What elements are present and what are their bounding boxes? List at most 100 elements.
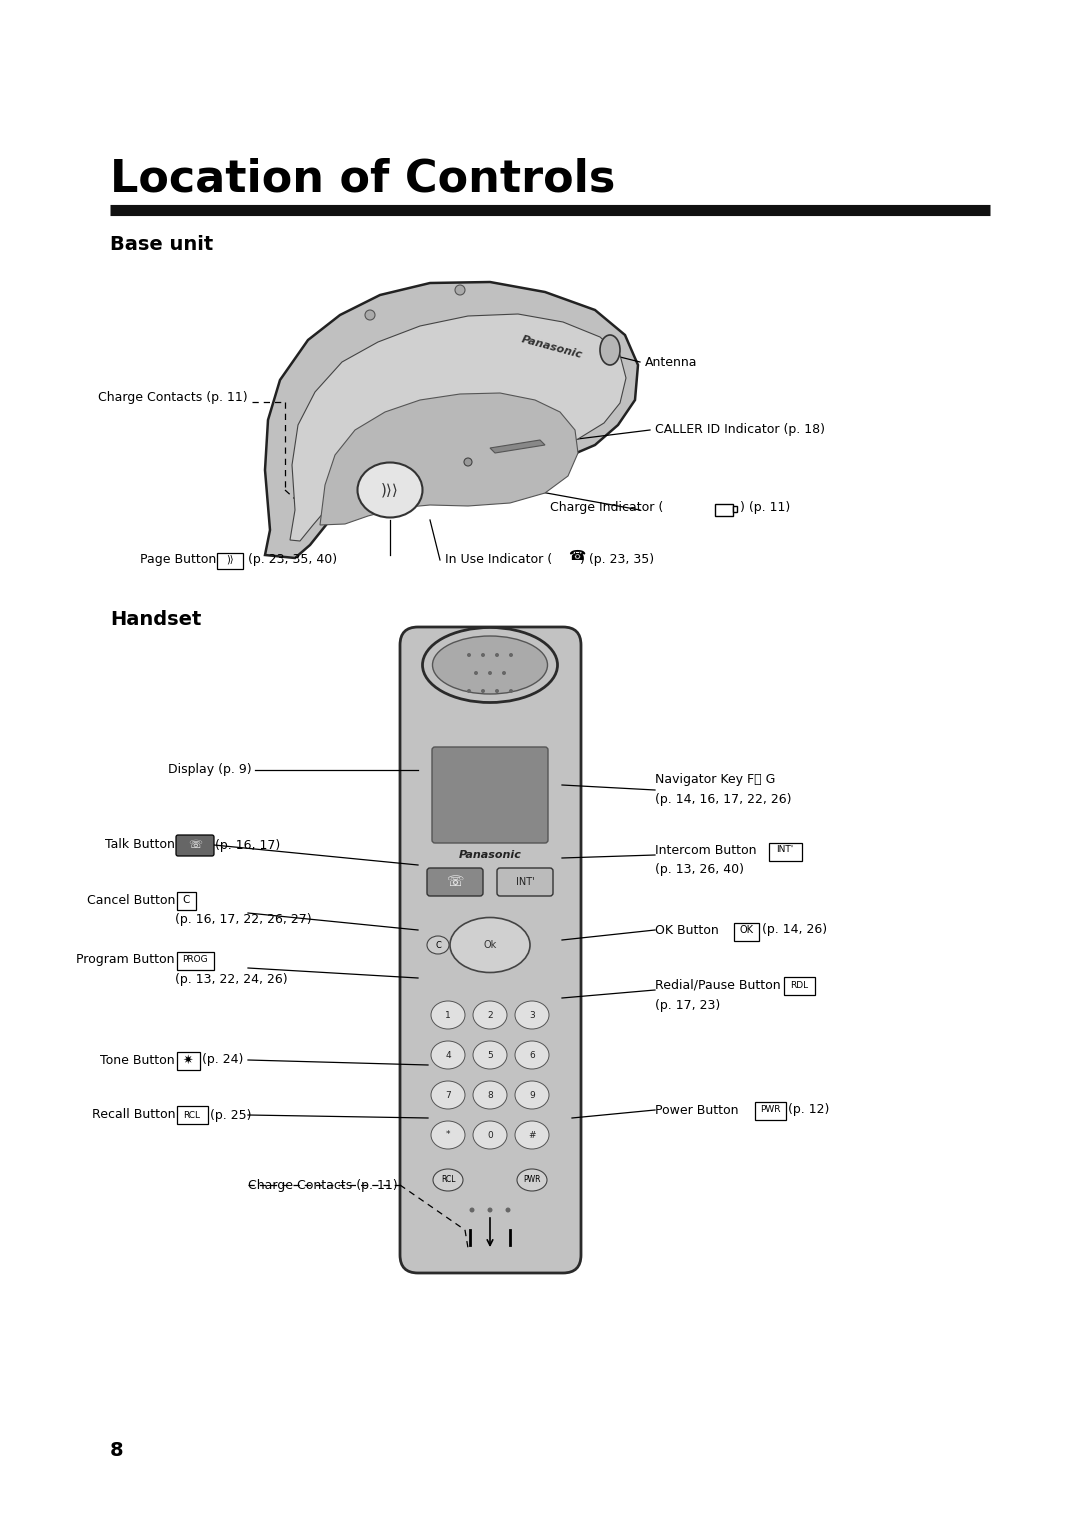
FancyBboxPatch shape xyxy=(176,891,195,909)
Text: 0: 0 xyxy=(487,1131,492,1140)
FancyBboxPatch shape xyxy=(733,923,758,941)
Ellipse shape xyxy=(473,1080,507,1109)
FancyBboxPatch shape xyxy=(427,868,483,895)
Ellipse shape xyxy=(509,652,513,657)
Text: Tone Button: Tone Button xyxy=(100,1053,175,1067)
Text: Program Button: Program Button xyxy=(77,953,175,967)
Ellipse shape xyxy=(515,1122,549,1149)
Ellipse shape xyxy=(517,1169,546,1190)
Ellipse shape xyxy=(515,1080,549,1109)
FancyBboxPatch shape xyxy=(217,553,243,568)
Polygon shape xyxy=(490,440,545,452)
Text: Base unit: Base unit xyxy=(110,235,213,254)
FancyBboxPatch shape xyxy=(715,504,733,516)
Polygon shape xyxy=(265,283,638,558)
Polygon shape xyxy=(291,313,626,541)
Text: 9: 9 xyxy=(529,1091,535,1100)
FancyBboxPatch shape xyxy=(733,506,737,512)
Text: Redial/Pause Button: Redial/Pause Button xyxy=(654,978,781,992)
Text: (p. 16, 17): (p. 16, 17) xyxy=(215,839,280,851)
Ellipse shape xyxy=(455,286,465,295)
Text: OK: OK xyxy=(739,924,753,935)
Ellipse shape xyxy=(481,689,485,694)
Text: ☏: ☏ xyxy=(446,876,463,889)
Ellipse shape xyxy=(488,671,492,675)
Text: (p. 16, 17, 22, 26, 27): (p. 16, 17, 22, 26, 27) xyxy=(175,914,312,926)
Text: Page Button: Page Button xyxy=(140,553,220,567)
Text: #: # xyxy=(528,1131,536,1140)
Text: PROG: PROG xyxy=(183,955,207,964)
Text: Panasonic: Panasonic xyxy=(459,850,522,860)
Text: 5: 5 xyxy=(487,1051,492,1059)
Ellipse shape xyxy=(432,636,548,694)
Text: OK Button: OK Button xyxy=(654,923,719,937)
Text: (p. 23, 35, 40): (p. 23, 35, 40) xyxy=(248,553,337,567)
Text: Panasonic: Panasonic xyxy=(519,335,583,361)
FancyBboxPatch shape xyxy=(176,1105,207,1123)
Text: 6: 6 xyxy=(529,1051,535,1059)
Ellipse shape xyxy=(433,1169,463,1190)
Text: Power Button: Power Button xyxy=(654,1103,739,1117)
Ellipse shape xyxy=(473,1122,507,1149)
Ellipse shape xyxy=(474,671,478,675)
Text: *: * xyxy=(446,1131,450,1140)
Ellipse shape xyxy=(502,671,507,675)
Text: Handset: Handset xyxy=(110,610,201,630)
Text: (p. 12): (p. 12) xyxy=(788,1103,829,1117)
Text: (p. 13, 22, 24, 26): (p. 13, 22, 24, 26) xyxy=(175,973,287,987)
Ellipse shape xyxy=(365,310,375,319)
Text: ) (p. 11): ) (p. 11) xyxy=(740,501,791,515)
Ellipse shape xyxy=(495,652,499,657)
Ellipse shape xyxy=(467,652,471,657)
Text: Talk Button: Talk Button xyxy=(105,839,175,851)
Ellipse shape xyxy=(515,1041,549,1070)
Text: (p. 14, 16, 17, 22, 26): (p. 14, 16, 17, 22, 26) xyxy=(654,793,792,807)
Text: Charge Contacts (p. 11): Charge Contacts (p. 11) xyxy=(248,1178,397,1192)
Ellipse shape xyxy=(431,1080,465,1109)
Text: RCL: RCL xyxy=(441,1175,456,1184)
Text: CALLER ID Indicator (p. 18): CALLER ID Indicator (p. 18) xyxy=(654,423,825,437)
Text: Navigator Key F， G: Navigator Key F， G xyxy=(654,773,775,787)
Text: RCL: RCL xyxy=(184,1111,201,1120)
Text: (p. 14, 26): (p. 14, 26) xyxy=(762,923,827,937)
Text: ☏: ☏ xyxy=(188,840,202,850)
Text: 8: 8 xyxy=(487,1091,492,1100)
Text: Charge Contacts (p. 11): Charge Contacts (p. 11) xyxy=(98,391,248,405)
Text: ☎: ☎ xyxy=(568,549,585,562)
Ellipse shape xyxy=(473,1001,507,1028)
Text: RDL: RDL xyxy=(789,981,808,990)
Text: Recall Button: Recall Button xyxy=(92,1108,175,1122)
Text: Ok: Ok xyxy=(484,940,497,950)
Text: INT': INT' xyxy=(515,877,535,886)
Ellipse shape xyxy=(467,689,471,694)
Text: Antenna: Antenna xyxy=(645,356,698,368)
Ellipse shape xyxy=(470,1207,474,1213)
Text: 3: 3 xyxy=(529,1010,535,1019)
FancyBboxPatch shape xyxy=(176,952,214,969)
Text: INT': INT' xyxy=(777,845,794,854)
Ellipse shape xyxy=(431,1001,465,1028)
Ellipse shape xyxy=(515,1001,549,1028)
Ellipse shape xyxy=(422,628,557,703)
Text: C: C xyxy=(183,895,190,905)
Ellipse shape xyxy=(431,1122,465,1149)
Ellipse shape xyxy=(357,463,422,518)
Text: Cancel Button: Cancel Button xyxy=(86,894,175,906)
Text: )⟩⟩: )⟩⟩ xyxy=(381,483,399,498)
Ellipse shape xyxy=(450,917,530,972)
Ellipse shape xyxy=(473,1041,507,1070)
Text: 2: 2 xyxy=(487,1010,492,1019)
FancyBboxPatch shape xyxy=(400,626,581,1273)
FancyBboxPatch shape xyxy=(755,1102,785,1120)
Text: (p. 24): (p. 24) xyxy=(202,1053,243,1067)
FancyBboxPatch shape xyxy=(176,1051,200,1070)
Text: C: C xyxy=(435,941,441,949)
FancyBboxPatch shape xyxy=(176,834,214,856)
Text: PWR: PWR xyxy=(759,1105,780,1114)
Text: ✷: ✷ xyxy=(183,1053,193,1067)
Ellipse shape xyxy=(495,689,499,694)
FancyBboxPatch shape xyxy=(769,842,801,860)
Text: Location of Controls: Location of Controls xyxy=(110,157,616,200)
Text: 7: 7 xyxy=(445,1091,450,1100)
Text: 1: 1 xyxy=(445,1010,450,1019)
